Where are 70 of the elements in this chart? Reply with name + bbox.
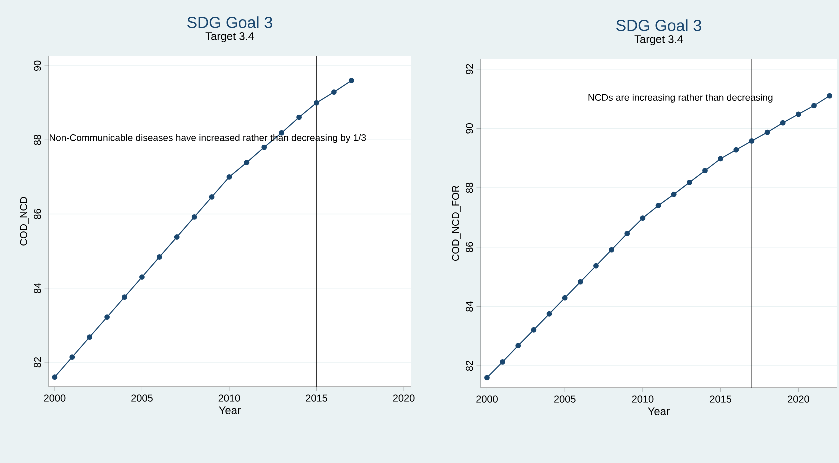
x-tick-label: 2015 [710,396,732,403]
y-tick-label: 82 [466,360,474,372]
point [192,214,198,220]
point [718,156,724,162]
y-axis-title: COD_NCD_FOR [452,186,462,262]
y-tick-label: 90 [34,60,42,72]
point [314,100,320,106]
x-tick-label: 2000 [476,396,498,403]
y-tick-label: 82 [34,357,42,368]
x-tick-label: 2000 [44,394,66,402]
chart-title: SDG Goal 3 [616,20,702,32]
x-tick-label: 2020 [393,394,415,402]
point [122,294,128,300]
y-tick-label: 86 [466,242,474,252]
point [262,144,268,150]
point [686,180,692,186]
point [764,130,770,136]
point [562,295,568,301]
point [140,274,145,280]
chart-subtitle: Target 3.4 [206,32,254,42]
x-tick-label: 2005 [132,394,153,402]
annotation: NCDs are increasing rather than decreasing [588,94,773,103]
point [827,93,833,99]
point [244,160,250,166]
point [702,168,708,174]
point [624,231,630,236]
point [70,354,76,360]
point [209,194,215,200]
chart-subtitle: Target 3.4 [634,36,684,46]
y-tick-label: 90 [466,124,474,134]
point [796,112,802,118]
y-tick-label: 92 [466,64,474,74]
y-tick-label: 84 [34,283,42,294]
x-axis-title: Year [219,406,241,414]
point [578,279,584,285]
point [671,192,677,198]
point [609,247,615,253]
point [296,114,302,120]
y-tick-label: 84 [466,301,474,312]
point [734,147,740,153]
chart-title: SDG Goal 3 [188,16,272,28]
point [332,90,337,96]
point [531,327,537,333]
point [546,311,552,317]
x-tick-label: 2015 [306,394,328,402]
x-tick-label: 2010 [632,396,654,403]
point [226,174,232,180]
y-tick-label: 86 [34,209,42,220]
point [594,263,599,269]
x-tick-label: 2020 [788,396,810,403]
point [749,138,755,144]
point [348,78,354,84]
point [656,203,662,209]
point [484,375,490,381]
point [87,334,93,340]
point [174,234,180,240]
point [52,374,58,380]
point [156,254,162,260]
x-tick-label: 2010 [218,394,240,402]
x-axis-title: Year [648,408,670,416]
point [516,343,522,349]
point [104,314,110,320]
x-tick-label: 2005 [554,396,576,403]
y-tick-label: 88 [34,135,42,146]
point [812,103,817,109]
y-axis-title: COD_NCD [20,197,30,246]
point [780,120,786,126]
y-tick-label: 88 [466,182,474,194]
point [640,216,646,221]
point [500,359,506,365]
